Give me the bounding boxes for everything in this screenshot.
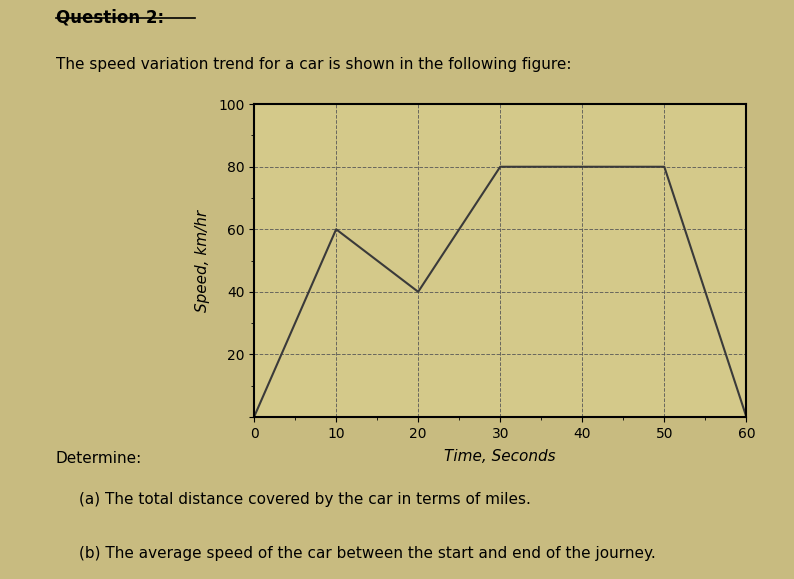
X-axis label: Time, Seconds: Time, Seconds bbox=[445, 449, 556, 464]
Y-axis label: Speed, km/hr: Speed, km/hr bbox=[195, 210, 210, 312]
Text: The speed variation trend for a car is shown in the following figure:: The speed variation trend for a car is s… bbox=[56, 57, 571, 72]
Text: Determine:: Determine: bbox=[56, 451, 142, 466]
Text: (b) The average speed of the car between the start and end of the journey.: (b) The average speed of the car between… bbox=[79, 546, 656, 561]
Text: Question 2:: Question 2: bbox=[56, 8, 164, 26]
Text: (a) The total distance covered by the car in terms of miles.: (a) The total distance covered by the ca… bbox=[79, 492, 531, 507]
